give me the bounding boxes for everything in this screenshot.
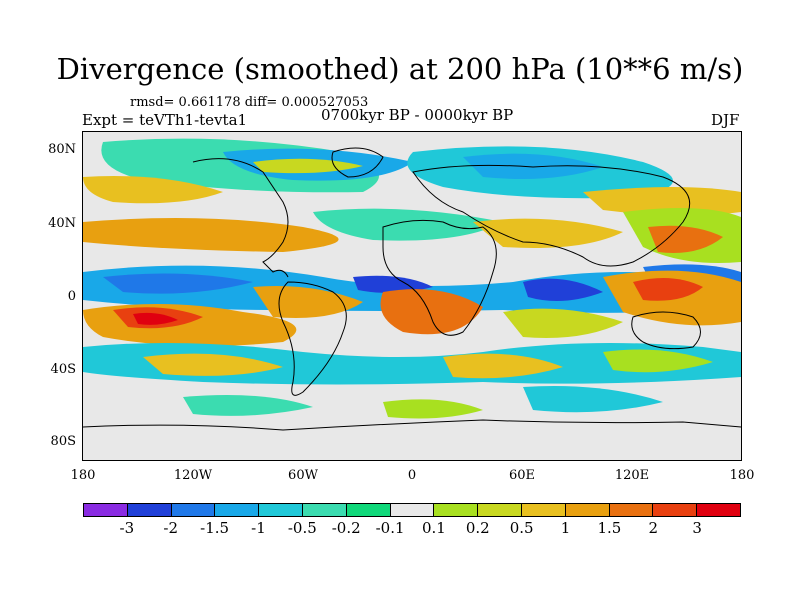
colorbar-label: -0.1: [375, 519, 405, 537]
colorbar-swatch: [697, 504, 740, 516]
y-tick-label: 80N: [48, 142, 76, 157]
colorbar-swatch: [478, 504, 522, 516]
x-tick-label: 180: [70, 468, 96, 483]
colorbar-swatch: [565, 504, 610, 516]
colorbar-label: -1: [251, 519, 266, 537]
x-tick-label: 120E: [614, 468, 650, 483]
colorbar-swatch: [521, 504, 566, 516]
map-plot-area: [82, 131, 742, 461]
colorbar-swatch: [434, 504, 479, 516]
colorbar-swatch: [84, 504, 128, 516]
y-tick-label: 80S: [50, 434, 76, 449]
colorbar-label: 0.2: [465, 519, 490, 537]
colorbar-swatch: [653, 504, 698, 516]
colorbar-label: -0.2: [331, 519, 361, 537]
colorbar-swatch: [259, 504, 303, 516]
y-tick-label: 40N: [48, 216, 76, 231]
chart-title: Divergence (smoothed) at 200 hPa (10**6 …: [56, 52, 744, 86]
x-tick-label: 180: [729, 468, 755, 483]
colorbar-label: 2: [648, 519, 659, 537]
colorbar-swatch: [302, 504, 347, 516]
colorbar-swatch: [127, 504, 172, 516]
stats-line: rmsd= 0.661178 diff= 0.000527053: [130, 95, 369, 110]
season-label: DJF: [711, 111, 740, 129]
y-tick-label: 0: [67, 289, 76, 304]
divergence-field: [83, 132, 741, 460]
x-tick-label: 120W: [173, 468, 213, 483]
colorbar-label: 0.5: [509, 519, 534, 537]
x-tick-label: 0: [407, 468, 417, 483]
x-tick-label: 60W: [288, 468, 318, 483]
colorbar-swatch: [215, 504, 260, 516]
colorbar-swatch: [171, 504, 216, 516]
colorbar-label: -1.5: [200, 519, 230, 537]
colorbar-label: 0.1: [421, 519, 446, 537]
colorbar-swatch: [609, 504, 654, 516]
colorbar-label: 3: [692, 519, 702, 537]
colorbar-label: 1.5: [597, 519, 622, 537]
period-label: 0700kyr BP - 0000kyr BP: [321, 106, 514, 124]
colorbar-label: -0.5: [287, 519, 317, 537]
x-tick-label: 60E: [508, 468, 536, 483]
y-tick-label: 40S: [50, 362, 76, 377]
colorbar-label: 1: [560, 519, 571, 537]
colorbar-label: -2: [163, 519, 179, 537]
experiment-label: Expt = teVTh1-tevta1: [82, 111, 248, 129]
colorbar-swatch: [390, 504, 435, 516]
colorbar: [83, 503, 741, 517]
colorbar-label: -3: [119, 519, 135, 537]
colorbar-swatch: [346, 504, 391, 516]
